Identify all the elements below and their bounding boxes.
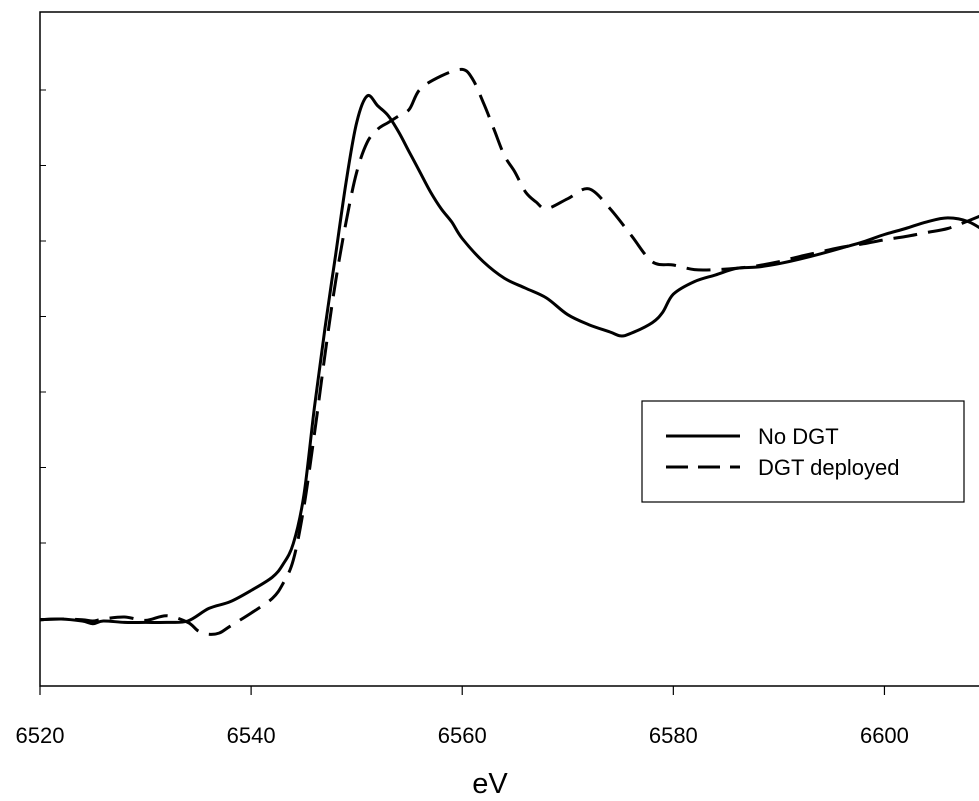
- legend-box: [641, 400, 965, 503]
- y-ticks: [40, 89, 46, 619]
- plot-frame: [39, 11, 979, 687]
- x-ticks: 6520 6540 6560 6580 6600: [16, 686, 909, 748]
- x-axis-label: eV: [472, 768, 508, 800]
- legend-label-no-dgt: No DGT: [758, 424, 839, 449]
- x-tick-label: 6520: [16, 723, 65, 748]
- x-tick-label: 6540: [227, 723, 276, 748]
- series-line-no-dgt: [40, 93, 979, 626]
- x-tick-label: 6580: [649, 723, 698, 748]
- x-tick-label: 6600: [860, 723, 909, 748]
- series-layer: [40, 67, 979, 636]
- legend-label-dgt-deployed: DGT deployed: [758, 455, 899, 480]
- series-line-dgt-deployed: [40, 67, 979, 636]
- x-tick-label: 6560: [438, 723, 487, 748]
- legend: No DGT DGT deployed: [641, 400, 965, 503]
